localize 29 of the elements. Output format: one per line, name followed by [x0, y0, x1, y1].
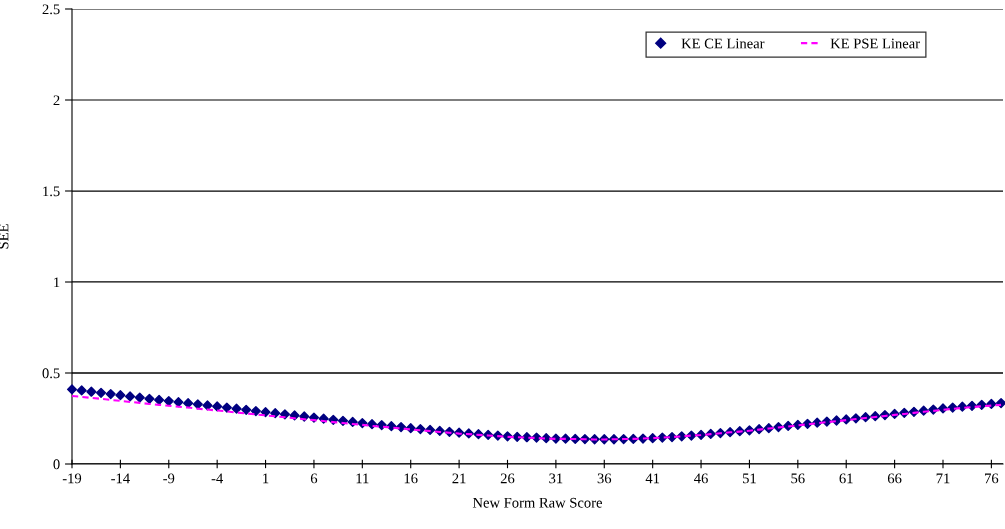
- x-tick-label: 11: [356, 473, 369, 484]
- x-tick-label: -14: [111, 473, 130, 484]
- x-tick-label: 36: [597, 473, 612, 484]
- y-tick-label: 0.5: [42, 368, 60, 379]
- x-tick-label: 66: [887, 473, 902, 484]
- legend-label: KE PSE Linear: [830, 38, 920, 49]
- x-tick-label: 51: [743, 473, 756, 484]
- x-tick-label: 31: [549, 473, 563, 484]
- x-tick-label: 71: [936, 473, 950, 484]
- y-tick-label: 2.5: [42, 4, 60, 15]
- x-tick-label: 21: [452, 473, 466, 484]
- x-tick-label: 16: [404, 473, 418, 484]
- x-tick-label: 26: [500, 473, 515, 484]
- x-tick-label: 46: [694, 473, 708, 484]
- x-axis-title: New Form Raw Score: [472, 497, 602, 508]
- x-tick-label: 61: [839, 473, 853, 484]
- x-tick-label: -19: [62, 473, 82, 484]
- x-tick-label: 56: [791, 473, 805, 484]
- x-tick-label: -4: [211, 473, 224, 484]
- x-tick-label: 1: [263, 473, 269, 484]
- y-tick-label: 0: [53, 459, 60, 470]
- y-tick-label: 1.5: [43, 186, 60, 197]
- y-tick-label: 1: [54, 277, 60, 288]
- legend-label: KE CE Linear: [681, 38, 765, 49]
- x-tick-label: 76: [985, 473, 999, 484]
- x-tick-label: 6: [310, 473, 318, 484]
- y-tick-label: 2: [53, 95, 60, 106]
- x-tick-label: -9: [163, 473, 175, 484]
- x-tick-label: 41: [645, 473, 660, 484]
